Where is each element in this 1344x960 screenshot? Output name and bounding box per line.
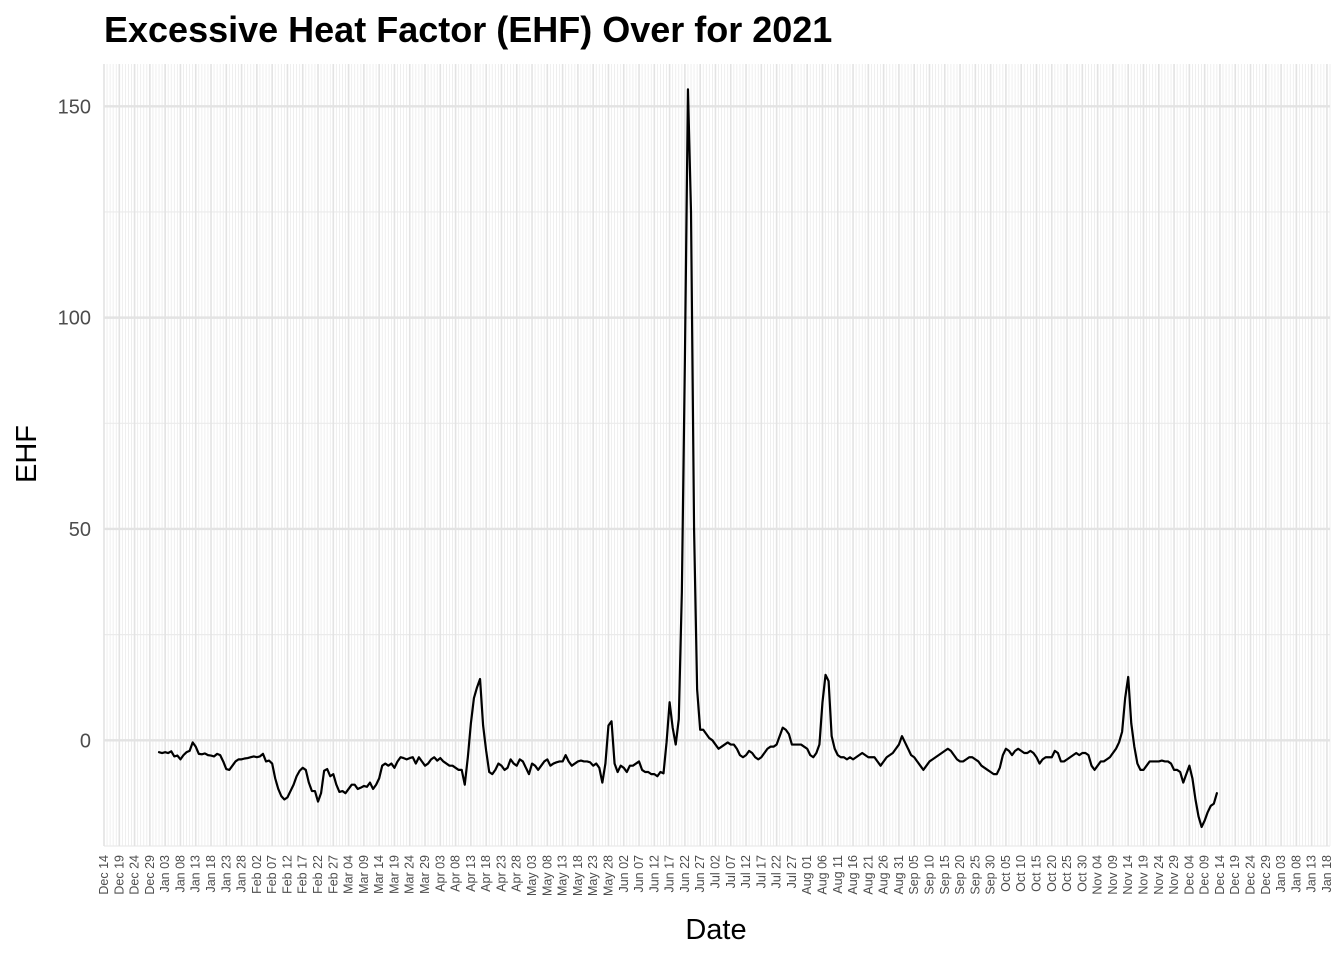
- x-tick-label: May 18: [571, 855, 585, 896]
- x-tick-label: Jul 22: [770, 855, 784, 888]
- x-tick-label: Apr 03: [433, 855, 447, 892]
- x-tick-label: Jul 02: [708, 855, 722, 888]
- x-tick-label: May 03: [525, 855, 539, 896]
- x-tick-label: Nov 19: [1137, 855, 1151, 895]
- x-tick-label: Oct 30: [1075, 855, 1089, 892]
- y-tick-label: 0: [80, 730, 91, 752]
- x-tick-label: Jan 08: [1289, 855, 1303, 893]
- y-tick-label: 100: [58, 308, 91, 330]
- x-tick-label: Dec 19: [1228, 855, 1242, 895]
- plot-gridlines: [103, 64, 1331, 847]
- x-tick-label: Jan 08: [173, 855, 187, 893]
- x-tick-label: Nov 04: [1091, 855, 1105, 895]
- x-tick-label: Dec 04: [1182, 855, 1196, 895]
- x-tick-label: Aug 26: [877, 855, 891, 895]
- x-tick-label: Jun 07: [632, 855, 646, 893]
- x-tick-label: Oct 20: [1045, 855, 1059, 892]
- x-tick-label: Apr 18: [479, 855, 493, 892]
- x-tick-label: Dec 09: [1198, 855, 1212, 895]
- x-tick-label: Jan 18: [1320, 855, 1334, 893]
- x-tick-label: Nov 29: [1167, 855, 1181, 895]
- x-tick-label: Jan 03: [1274, 855, 1288, 893]
- x-tick-label: May 13: [556, 855, 570, 896]
- x-tick-label: Dec 24: [1244, 855, 1258, 895]
- x-tick-label: Nov 24: [1152, 855, 1166, 895]
- x-tick-label: Mar 14: [372, 855, 386, 894]
- x-tick-label: Mar 09: [357, 855, 371, 894]
- x-tick-label: Aug 06: [815, 855, 829, 895]
- x-tick-label: Jul 12: [739, 855, 753, 888]
- x-tick-label: Jul 27: [785, 855, 799, 888]
- x-tick-label: Apr 13: [464, 855, 478, 892]
- x-tick-label: Aug 16: [846, 855, 860, 895]
- x-tick-label: May 23: [586, 855, 600, 896]
- x-tick-label: Dec 14: [1213, 855, 1227, 895]
- x-tick-label: Feb 22: [311, 855, 325, 894]
- x-tick-label: Jan 13: [1305, 855, 1319, 893]
- x-tick-label: Aug 11: [831, 855, 845, 894]
- x-tick-label: Jan 23: [219, 855, 233, 893]
- x-tick-label: May 08: [540, 855, 554, 896]
- x-tick-label: Oct 05: [999, 855, 1013, 892]
- ehf-series-line: [157, 88, 1218, 829]
- x-tick-label: Apr 08: [449, 855, 463, 892]
- x-tick-label: Apr 28: [510, 855, 524, 892]
- x-tick-label: Jun 17: [663, 855, 677, 893]
- x-tick-label: Feb 02: [250, 855, 264, 894]
- x-tick-label: Dec 14: [97, 855, 111, 895]
- x-tick-label: Sep 05: [907, 855, 921, 895]
- x-tick-label: Jun 27: [693, 855, 707, 893]
- x-tick-label: Dec 24: [128, 855, 142, 895]
- x-axis-ticks: Dec 14 Dec 19 Dec 24 Dec 29 Jan 03 Jan 08 Jan …: [97, 855, 1334, 896]
- x-tick-label: Jun 22: [678, 855, 692, 893]
- y-axis-title: EHF: [11, 425, 43, 483]
- x-tick-label: Oct 15: [1029, 855, 1043, 892]
- x-tick-label: Nov 14: [1121, 855, 1135, 895]
- x-tick-label: Dec 29: [1259, 855, 1273, 895]
- x-tick-label: Oct 25: [1060, 855, 1074, 892]
- x-tick-label: Mar 04: [342, 855, 356, 894]
- chart-title: Excessive Heat Factor (EHF) Over for 202…: [104, 9, 832, 50]
- x-tick-label: Jul 07: [724, 855, 738, 888]
- x-tick-label: Feb 17: [296, 855, 310, 894]
- x-tick-label: May 28: [601, 855, 615, 896]
- y-tick-label: 150: [58, 96, 91, 118]
- x-tick-label: Mar 29: [418, 855, 432, 894]
- x-axis-title: Date: [685, 914, 746, 946]
- x-tick-label: Jun 02: [617, 855, 631, 893]
- x-tick-label: Jan 18: [204, 855, 218, 893]
- y-tick-label: 50: [69, 519, 91, 541]
- x-tick-label: Feb 27: [326, 855, 340, 894]
- x-tick-label: Jul 17: [754, 855, 768, 888]
- x-tick-label: Dec 19: [112, 855, 126, 895]
- x-tick-label: Sep 25: [968, 855, 982, 895]
- x-tick-label: Aug 31: [892, 855, 906, 895]
- x-tick-label: Sep 20: [953, 855, 967, 895]
- x-tick-label: Mar 24: [403, 855, 417, 894]
- x-tick-label: Sep 10: [922, 855, 936, 895]
- x-tick-label: Sep 15: [938, 855, 952, 895]
- x-tick-label: Feb 12: [280, 855, 294, 894]
- x-tick-label: Mar 19: [387, 855, 401, 894]
- x-tick-label: Sep 30: [984, 855, 998, 895]
- y-axis-ticks: 0 50 100 150: [58, 96, 91, 752]
- x-tick-label: Apr 23: [494, 855, 508, 892]
- x-tick-label: Jan 03: [158, 855, 172, 893]
- x-tick-label: Jan 28: [235, 855, 249, 893]
- x-tick-label: Nov 09: [1106, 855, 1120, 895]
- x-tick-label: Aug 01: [800, 855, 814, 895]
- x-tick-label: Jun 12: [647, 855, 661, 893]
- x-tick-label: Oct 10: [1014, 855, 1028, 892]
- x-tick-label: Jan 13: [189, 855, 203, 893]
- x-tick-label: Dec 29: [143, 855, 157, 895]
- x-tick-label: Aug 21: [861, 855, 875, 895]
- x-tick-label: Feb 07: [265, 855, 279, 894]
